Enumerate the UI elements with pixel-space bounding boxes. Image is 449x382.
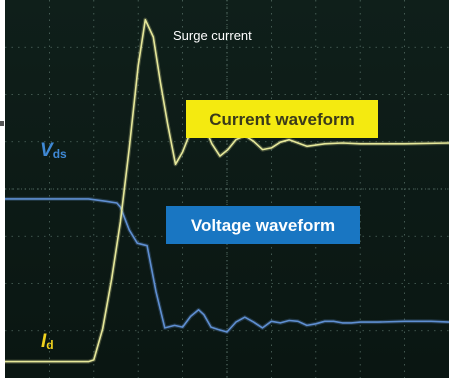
id-label-main: I xyxy=(41,331,47,352)
left-edge-marker xyxy=(0,121,4,126)
vds-label-main: V xyxy=(40,140,54,161)
id-label: Id xyxy=(41,331,54,352)
surge-current-label: Surge current xyxy=(173,28,252,43)
id-label-sub: d xyxy=(46,338,53,352)
labels: Surge current Current waveform Voltage w… xyxy=(40,28,378,352)
current-waveform-label: Current waveform xyxy=(209,110,354,129)
voltage-waveform-label: Voltage waveform xyxy=(191,216,335,235)
vds-label: Vds xyxy=(40,140,67,161)
current-waveform-box xyxy=(186,100,378,138)
trace-vds xyxy=(5,198,449,333)
vds-label-sub: ds xyxy=(53,147,67,161)
voltage-waveform-box xyxy=(166,206,360,244)
